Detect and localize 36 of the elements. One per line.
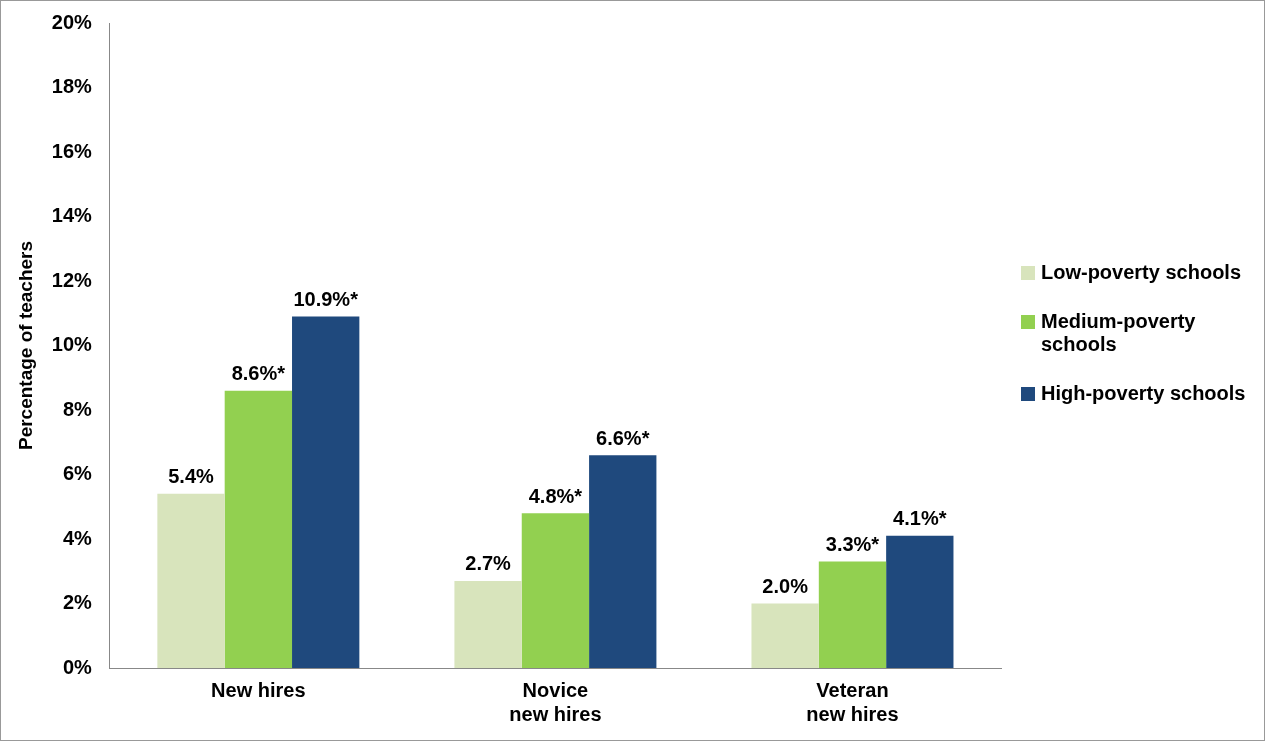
x-tick-label: New hires [211,678,306,701]
data-label: 4.8%* [528,484,583,507]
bar [157,493,225,668]
bar [454,580,522,668]
bar [224,390,293,668]
bar [886,535,954,668]
y-tick-label: 12% [51,268,93,291]
y-axis-title: Percentage of teachers [14,240,36,451]
y-tick-label: 20% [51,10,93,33]
legend-label: High-poverty schools [1041,382,1246,405]
data-label: 8.6%* [231,362,286,385]
y-tick-label: 8% [62,397,93,420]
data-label: 10.9%* [293,287,359,310]
y-tick-label: 10% [51,333,93,356]
data-label: 6.6%* [596,426,650,449]
y-tick-label: 14% [51,204,93,227]
y-tick-label: 6% [62,462,93,485]
x-tick-label: Veteran new hires [806,678,899,725]
y-tick-label: 4% [62,526,93,549]
data-label: 3.3%* [825,533,880,556]
bar [521,513,590,668]
data-label: 4.1%* [893,507,947,530]
bar [751,603,819,668]
y-tick-label: 2% [62,591,93,614]
data-label: 2.0% [762,575,809,598]
bar [292,316,360,668]
bar [589,455,657,668]
x-tick-label: Novice new hires [509,678,602,725]
legend-label: Low-poverty schools [1041,261,1242,284]
data-label: 5.4% [168,465,215,488]
y-tick-label: 16% [51,139,93,162]
y-tick-label: 18% [51,75,93,98]
y-tick-label: 0% [62,655,93,678]
bar [818,561,887,668]
data-label: 2.7% [465,552,512,575]
legend-label: Medium-poverty schools [1041,310,1197,356]
